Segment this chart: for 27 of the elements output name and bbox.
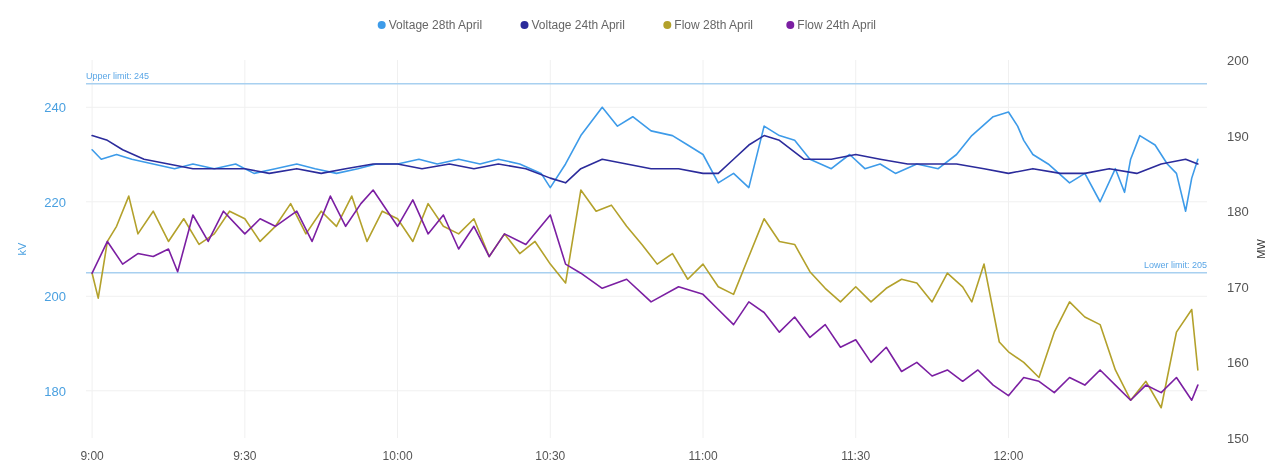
line-series bbox=[91, 134, 1199, 184]
legend-label: Flow 24th April bbox=[797, 18, 876, 32]
x-tick-label: 10:30 bbox=[535, 449, 566, 463]
y2-tick-label: 180 bbox=[1227, 204, 1249, 220]
y2-tick-label: 160 bbox=[1227, 355, 1249, 371]
x-tick-label: 12:00 bbox=[993, 449, 1024, 463]
y2-axis-title: MW bbox=[1255, 238, 1267, 259]
x-tick-label: 11:30 bbox=[841, 449, 871, 463]
line-series bbox=[91, 106, 1199, 212]
ref-line-label: Lower limit: 205 bbox=[1143, 259, 1207, 270]
x-tick-label: 9:00 bbox=[80, 449, 105, 463]
x-tick-label: 10:00 bbox=[382, 449, 413, 463]
legend-label: Voltage 24th April bbox=[531, 18, 625, 32]
y-tick-label: 180 bbox=[44, 383, 66, 399]
y-tick-label: 240 bbox=[44, 100, 66, 116]
y2-tick-label: 200 bbox=[1227, 53, 1249, 68]
ref-line-label: Upper limit: 245 bbox=[86, 70, 150, 81]
x-tick-label: 9:30 bbox=[233, 449, 257, 463]
y-axis-title: kV bbox=[16, 241, 28, 256]
y-tick-label: 220 bbox=[44, 194, 66, 210]
x-tick-label: 11:00 bbox=[688, 449, 718, 463]
y2-tick-label: 150 bbox=[1227, 431, 1249, 446]
y-tick-label: 200 bbox=[44, 289, 66, 305]
legend-label: Flow 28th April bbox=[674, 18, 753, 32]
y2-tick-label: 190 bbox=[1227, 128, 1249, 144]
y2-tick-label: 170 bbox=[1227, 279, 1249, 295]
legend-label: Voltage 28th April bbox=[388, 18, 483, 32]
